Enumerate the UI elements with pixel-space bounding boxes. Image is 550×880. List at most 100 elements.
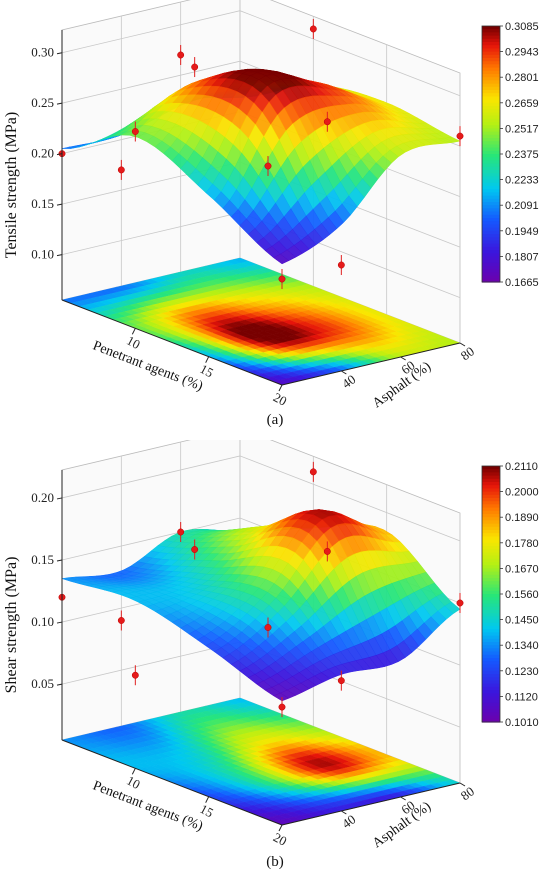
x-axis-line [61,299,283,386]
colorbar-band [482,702,500,707]
y-tick-label: 40 [339,371,358,391]
colorbar-tick-label: 0.1807 [505,251,539,263]
colorbar-band [482,35,500,40]
z-tick [56,203,63,206]
colorbar-band [482,243,500,248]
colorbar-band [482,176,500,181]
colorbar-tick-label: 0.1949 [505,226,539,238]
colorbar-band [482,542,500,547]
colorbar-band [482,102,500,107]
colorbar-band [482,616,500,621]
colorbar-band [482,272,500,277]
colorbar-band [482,546,500,550]
y-tick [459,782,466,787]
plot-area: 0.100.150.200.250.30101520406080Penetran… [3,0,477,411]
colorbar-band [482,48,500,53]
colorbar-band [482,230,500,235]
z-tick-label: 0.15 [31,196,54,211]
colorbar-band [482,626,500,630]
colorbar-band [482,491,500,496]
x-tick [278,824,283,832]
colorbar-band [482,523,500,528]
colorbar-band [482,603,500,608]
colorbar-tick-label: 0.1120 [505,691,538,703]
colorbar-band [482,90,500,94]
colorbar-band [482,134,500,139]
colorbar-band [482,690,500,694]
surface [61,509,461,702]
colorbar: 0.3085 0.2943 0.2801 0.2659 0.2517 0.2375 0.22… [481,21,539,289]
colorbar-band [482,584,500,589]
colorbar-band [482,530,500,534]
colorbar-band [482,154,500,158]
data-point [191,546,199,553]
colorbar-band [482,558,500,563]
colorbar-band [482,144,500,149]
colorbar-band [482,619,500,624]
colorbar-band [482,562,500,566]
z-tick [56,52,63,55]
z-tick-label: 0.20 [31,146,54,161]
colorbar-band [482,80,500,85]
colorbar-tick-label: 0.2000 [505,487,539,499]
colorbar-band [482,122,500,126]
x-tick [278,384,283,392]
colorbar-band [482,549,500,553]
colorbar-band [482,597,500,601]
colorbar-band [482,96,500,101]
colorbar-band [482,67,500,72]
data-point [309,468,317,476]
colorbar-band [482,202,500,206]
z-tick-label: 0.05 [31,676,54,691]
z-tick [56,254,63,257]
colorbar-band [482,568,500,573]
colorbar-band [482,234,500,238]
z-tick-label: 0.15 [31,552,54,567]
colorbar-band [482,147,500,152]
colorbar-tick-label: 0.1670 [505,563,539,575]
colorbar-band [482,514,500,518]
colorbar-band [482,498,500,502]
colorbar-band [482,112,500,117]
data-point [456,599,464,607]
colorbar-tick-label: 0.1230 [505,666,539,678]
data-point [191,63,199,71]
z-tick-label: 0.25 [31,95,54,110]
colorbar-band [482,166,500,171]
colorbar-band [482,667,500,672]
colorbar-tick-label: 0.2110 [505,461,538,473]
colorbar-band [482,469,500,473]
y-tick [400,796,406,801]
colorbar-band [482,45,500,49]
colorbar-band [482,29,500,33]
colorbar-band [482,51,500,56]
y-tick [341,370,347,375]
colorbar-band [482,118,500,123]
colorbar-band [482,520,500,525]
colorbar-band [482,680,500,685]
caption-a: (a) [266,412,284,428]
data-point [309,25,317,33]
colorbar-tick-label: 0.1010 [505,717,539,729]
data-point [337,677,345,685]
colorbar-band [482,555,500,560]
x-tick [205,796,210,803]
colorbar-band [482,115,500,120]
colorbar-tick-label: 0.1340 [505,640,539,652]
x-tick-label: 10 [124,773,143,792]
data-point [278,703,286,711]
colorbar-band [482,686,500,691]
colorbar-band [482,552,500,557]
colorbar-band [482,269,500,273]
colorbar-band [482,478,500,483]
colorbar-band [482,565,500,569]
colorbar-band [482,501,500,505]
colorbar-band [482,574,500,579]
colorbar-band [482,131,500,136]
data-point [323,547,331,555]
colorbar-band [482,571,500,576]
colorbar-tick-label: 0.2801 [505,72,539,84]
colorbar-band [482,266,500,270]
data-point [456,132,464,140]
colorbar-band [482,93,500,97]
